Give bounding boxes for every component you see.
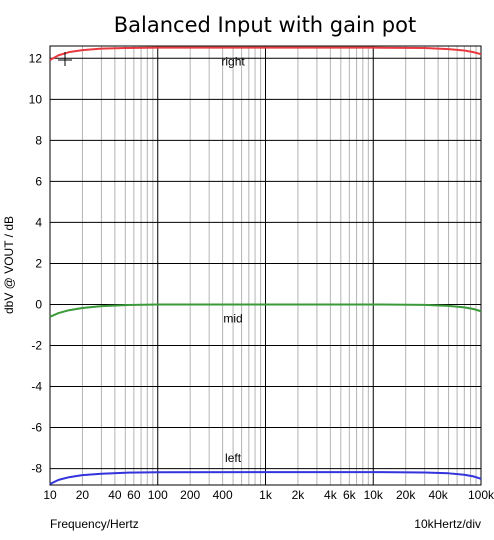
x-tick-label: 400 — [213, 488, 233, 502]
x-axis-title: Frequency/Hertz — [50, 517, 139, 531]
x-tick-label: 40 — [108, 488, 122, 502]
x-tick-label: 40k — [428, 488, 448, 502]
series-label-left: left — [225, 451, 242, 465]
y-tick-label: -6 — [31, 421, 42, 435]
x-tick-label: 6k — [343, 488, 357, 502]
y-tick-labels: 12 10 8 6 4 2 0 -2 -4 -6 -8 — [29, 51, 43, 475]
y-tick-label: 12 — [29, 51, 43, 65]
series-line-right — [49, 46, 482, 61]
chart-title: Balanced Input with gain pot — [114, 13, 416, 37]
x-tick-label: 10k — [364, 488, 384, 502]
cursor-marker — [58, 52, 72, 66]
series-label-mid: mid — [223, 311, 242, 325]
y-tick-label: -4 — [31, 380, 42, 394]
y-tick-label: 10 — [29, 92, 43, 106]
x-tick-label: 100 — [148, 488, 168, 502]
y-tick-label: -2 — [31, 339, 42, 353]
x-tick-label: 200 — [180, 488, 200, 502]
x-tick-label: 10 — [43, 488, 57, 502]
y-tick-label: 0 — [35, 297, 42, 311]
x-tick-label: 2k — [292, 488, 306, 502]
x-tick-label: 4k — [324, 488, 338, 502]
x-tick-label: 1k — [259, 488, 273, 502]
series-line-left — [49, 471, 482, 485]
y-tick-label: 6 — [35, 174, 42, 188]
y-tick-label: -8 — [31, 462, 42, 476]
grid — [49, 45, 482, 486]
series-label-right: right — [221, 55, 245, 69]
x-tick-label: 100k — [468, 488, 494, 502]
plot-frame — [49, 45, 482, 486]
y-tick-label: 2 — [35, 256, 42, 270]
scale-note: 10kHertz/div — [414, 517, 481, 531]
curve-labels: right mid left — [221, 55, 245, 465]
x-tick-label: 20 — [76, 488, 90, 502]
x-tick-label: 20k — [396, 488, 416, 502]
y-tick-label: 8 — [35, 133, 42, 147]
series-line-mid — [49, 303, 482, 318]
curves — [49, 46, 482, 485]
y-tick-label: 4 — [35, 215, 42, 229]
x-tick-labels: 10 20 40 60 100 200 400 1k 2k 4k 6k 10k 20k 40k 100k — [43, 488, 494, 502]
x-tick-label: 60 — [127, 488, 141, 502]
y-axis-title: dbV @ VOUT / dB — [2, 216, 16, 314]
